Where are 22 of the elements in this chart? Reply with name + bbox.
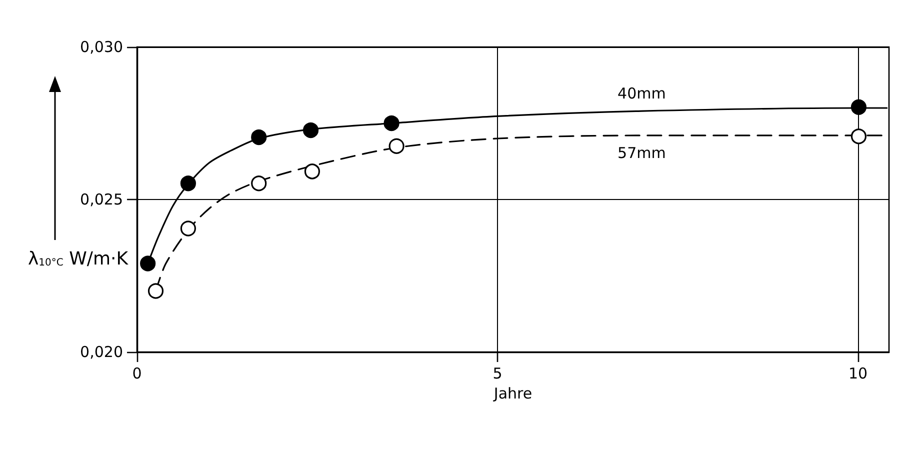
x-tick-label: 5: [492, 364, 502, 382]
point: [304, 164, 320, 180]
point: [148, 283, 164, 299]
point: [850, 99, 867, 115]
point: [180, 176, 196, 192]
point: [251, 129, 267, 146]
series-label: 57mm: [618, 144, 666, 162]
y-tick-label: 0,020: [80, 343, 123, 361]
x-tick-label: 0: [132, 364, 142, 382]
y-tick-label: 0,030: [80, 38, 123, 56]
y-tick-label: 0,025: [80, 190, 123, 208]
point: [384, 115, 400, 132]
point: [388, 138, 404, 154]
point: [180, 220, 196, 236]
x-tick-label: 10: [848, 364, 868, 382]
point: [850, 128, 867, 144]
series-label: 40mm: [618, 84, 666, 103]
point: [140, 256, 156, 272]
y-axis-title: λ10°C W/m·K: [28, 248, 130, 270]
x-axis-title: Jahre: [492, 384, 532, 402]
point: [251, 176, 267, 192]
point: [302, 122, 319, 138]
